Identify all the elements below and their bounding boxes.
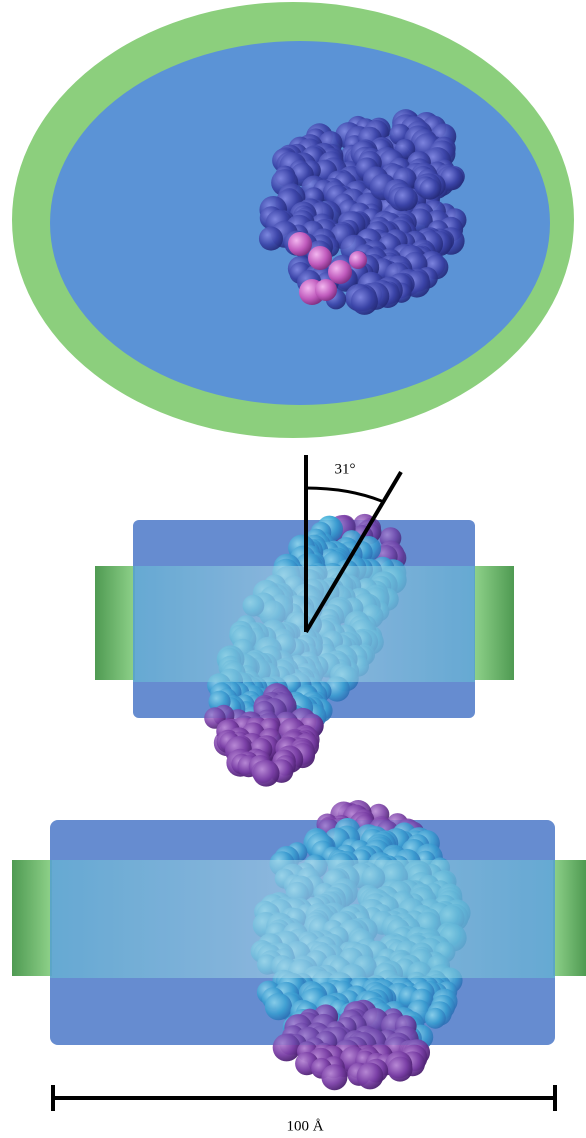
atom-sphere <box>357 1063 384 1090</box>
atom-sphere <box>394 187 418 211</box>
angle-arc <box>306 488 384 502</box>
belt-left <box>12 860 52 976</box>
atom-sphere <box>259 227 283 251</box>
scale-label: 100 Å <box>286 1118 323 1134</box>
atom-sphere <box>351 288 378 315</box>
atom-sphere <box>308 246 332 270</box>
disc-front <box>50 820 555 1045</box>
belt-right <box>474 566 514 680</box>
belt-right <box>553 860 586 976</box>
figure: 31° 100 Å <box>0 0 586 1138</box>
atom-sphere <box>315 279 337 301</box>
belt-left <box>95 566 135 680</box>
atom-sphere <box>321 1064 347 1090</box>
atom-sphere <box>349 251 367 269</box>
atom-sphere <box>420 179 441 200</box>
atom-sphere <box>387 1057 412 1082</box>
atom-sphere <box>253 760 280 787</box>
atom-sphere <box>328 260 352 284</box>
angle-label: 31° <box>335 461 356 477</box>
atom-sphere <box>288 232 312 256</box>
